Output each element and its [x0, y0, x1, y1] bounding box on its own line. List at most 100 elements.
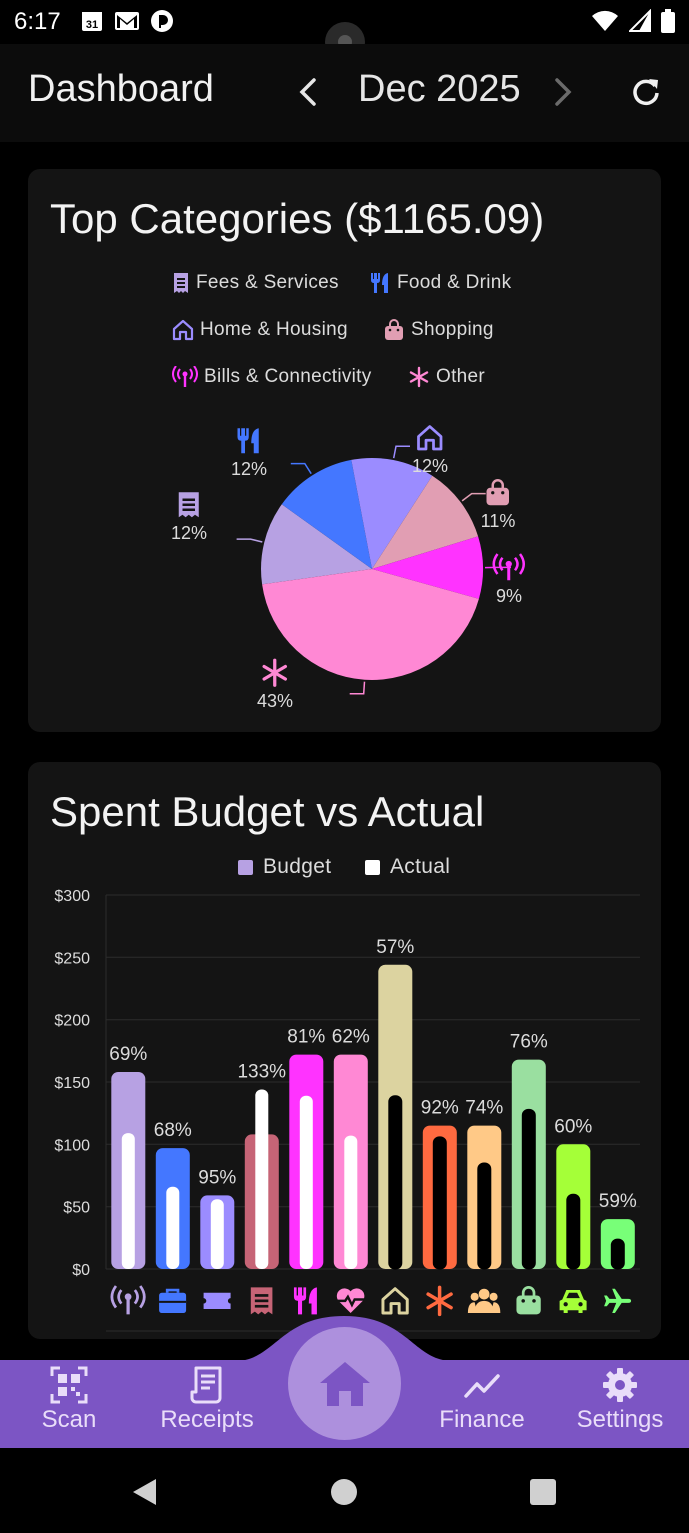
- percent-label: 76%: [510, 1032, 548, 1053]
- trend-line-icon: [464, 1374, 500, 1398]
- y-tick-label: $100: [54, 1137, 90, 1154]
- app-bar: Dashboard Dec 2025: [0, 44, 689, 142]
- pie-leader-line: [236, 538, 263, 543]
- legend-item-fees-services: Fees & Services: [172, 272, 339, 294]
- budget-vs-actual-title: Spent Budget vs Actual: [50, 788, 485, 835]
- actual-bar: [210, 1199, 224, 1269]
- legend-item-other: Other: [408, 366, 485, 388]
- percent-label: 57%: [376, 937, 414, 958]
- refresh-icon: [633, 79, 659, 106]
- percent-label: 81%: [287, 1027, 325, 1048]
- antenna-icon: [172, 366, 198, 387]
- y-tick-label: $300: [54, 888, 90, 905]
- back-triangle-icon[interactable]: [130, 1477, 160, 1507]
- actual-bar: [388, 1095, 403, 1270]
- previous-month-button[interactable]: [290, 74, 326, 110]
- actual-bar: [255, 1089, 269, 1269]
- nav-home-button[interactable]: [288, 1327, 401, 1440]
- legend-label: Bills & Connectivity: [204, 366, 372, 387]
- ticket-icon: [203, 1292, 231, 1309]
- y-tick-label: $250: [54, 950, 90, 967]
- nav-label: Scan: [41, 1406, 97, 1433]
- top-categories-card: Top Categories ($1165.09) Fees & Service…: [28, 169, 661, 732]
- percent-label: 59%: [599, 1191, 637, 1212]
- receipt-icon: [178, 492, 199, 518]
- actual-bar: [344, 1135, 358, 1269]
- app-notification-icon: [151, 10, 173, 32]
- receipt-icon: [174, 273, 188, 293]
- nav-label: Finance: [439, 1406, 525, 1433]
- home-icon: [172, 319, 194, 341]
- next-month-button[interactable]: [545, 74, 581, 110]
- legend-item-home-housing: Home & Housing: [172, 319, 348, 341]
- asterisk-icon: [409, 366, 429, 388]
- legend-label: Home & Housing: [200, 319, 348, 340]
- people-icon: [467, 1288, 501, 1313]
- heart-pulse-icon: [336, 1288, 365, 1313]
- actual-bar: [432, 1136, 447, 1270]
- budget-vs-actual-card: Spent Budget vs Actual Budget Actual $0 $…: [28, 762, 661, 1339]
- legend-swatch-budget: [238, 859, 253, 875]
- y-tick-label: $150: [54, 1075, 90, 1092]
- car-icon: [559, 1290, 587, 1313]
- legend-item-food-drink: Food & Drink: [369, 272, 511, 294]
- pie-slice: [372, 475, 479, 569]
- pie-percent-label: 12%: [231, 459, 267, 479]
- percent-label: 74%: [465, 1098, 503, 1119]
- airplane-icon: [604, 1288, 632, 1313]
- recents-square-icon[interactable]: [529, 1478, 557, 1506]
- home-icon: [417, 425, 443, 451]
- legend-item-shopping: Shopping: [383, 319, 494, 341]
- shopping-bag-icon: [516, 1286, 541, 1315]
- chevron-right-icon: [555, 78, 572, 106]
- nav-settings[interactable]: Settings: [566, 1360, 674, 1448]
- pie-percent-label: 9%: [496, 586, 522, 606]
- signal-icon: [629, 9, 651, 32]
- pie-leader-line: [290, 462, 312, 475]
- y-tick-label: $50: [63, 1200, 90, 1217]
- legend-swatch-actual: [365, 859, 380, 875]
- pie-percent-label: 12%: [171, 523, 207, 543]
- briefcase-icon: [159, 1288, 187, 1313]
- pie-percent-label: 12%: [412, 456, 448, 476]
- y-tick-label: $0: [72, 1262, 90, 1279]
- home-icon: [381, 1287, 409, 1315]
- qr-scan-icon: [50, 1366, 88, 1404]
- fork-knife-icon: [371, 273, 388, 293]
- pie-percent-label: 43%: [257, 691, 293, 711]
- top-categories-title: Top Categories ($1165.09): [50, 195, 545, 242]
- actual-bar: [166, 1186, 180, 1269]
- legend-label: Budget: [263, 855, 332, 878]
- percent-label: 95%: [198, 1167, 236, 1188]
- pie-leader-line: [349, 681, 366, 695]
- pie-leader-line: [392, 445, 410, 459]
- receipt-icon: [190, 1366, 222, 1404]
- shopping-bag-icon: [385, 319, 403, 340]
- pie-chart: 12% 12% 12% 11% 9% 43%: [171, 425, 525, 711]
- home-circle-icon[interactable]: [330, 1478, 358, 1506]
- nav-finance[interactable]: Finance: [432, 1360, 532, 1448]
- percent-label: 133%: [237, 1062, 286, 1083]
- nav-receipts[interactable]: Receipts: [152, 1360, 262, 1448]
- actual-bar: [610, 1238, 625, 1270]
- actual-bar: [477, 1162, 492, 1270]
- legend-label: Fees & Services: [196, 272, 339, 293]
- shopping-bag-icon: [486, 479, 509, 506]
- actual-bar: [521, 1108, 536, 1270]
- asterisk-icon: [262, 658, 287, 687]
- percent-label: 69%: [109, 1044, 147, 1065]
- legend-label: Actual: [390, 855, 451, 878]
- legend-label: Shopping: [411, 319, 494, 340]
- legend-item-actual: Actual: [365, 855, 450, 879]
- nav-scan[interactable]: Scan: [22, 1360, 116, 1448]
- actual-bar: [299, 1095, 313, 1269]
- legend-item-budget: Budget: [238, 855, 331, 879]
- fork-knife-icon: [293, 1287, 317, 1315]
- percent-label: 60%: [554, 1116, 592, 1137]
- receipt-icon: [250, 1287, 273, 1315]
- nav-label: Settings: [576, 1406, 664, 1433]
- system-navigation-bar: [0, 1448, 689, 1533]
- legend-label: Food & Drink: [397, 272, 512, 293]
- refresh-button[interactable]: [626, 72, 666, 112]
- wifi-icon: [592, 10, 618, 31]
